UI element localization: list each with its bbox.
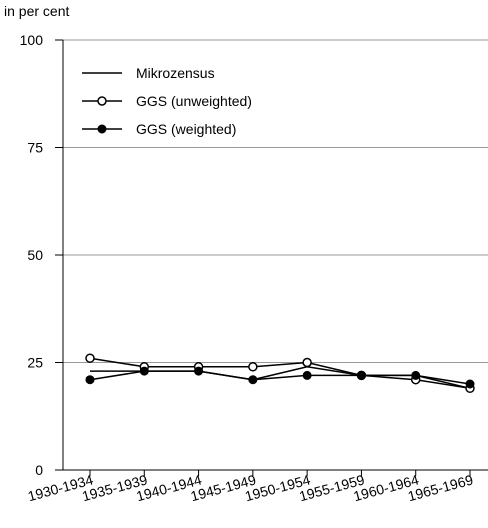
y-tick-label: 75 [27, 140, 43, 156]
point [248, 375, 258, 385]
y-tick-label: 25 [27, 355, 43, 371]
series-line [89, 357, 471, 390]
point [411, 370, 421, 380]
point [97, 96, 107, 106]
y-tick-label: 0 [35, 462, 43, 478]
y-tick-label: 50 [27, 247, 43, 263]
point [356, 370, 366, 380]
y-tick-label: 100 [20, 32, 44, 48]
point [97, 124, 107, 134]
point [302, 357, 312, 368]
point [248, 362, 258, 372]
point [194, 366, 204, 376]
point [465, 379, 475, 389]
point [139, 366, 149, 376]
legend-label: Mikrozensus [136, 65, 215, 81]
y-axis-label: in per cent [4, 3, 69, 19]
point [302, 370, 312, 380]
legend-label: GGS (unweighted) [136, 93, 252, 109]
point [85, 375, 95, 385]
legend-label: GGS (weighted) [136, 121, 236, 137]
series-line [89, 370, 471, 385]
point [85, 353, 95, 363]
